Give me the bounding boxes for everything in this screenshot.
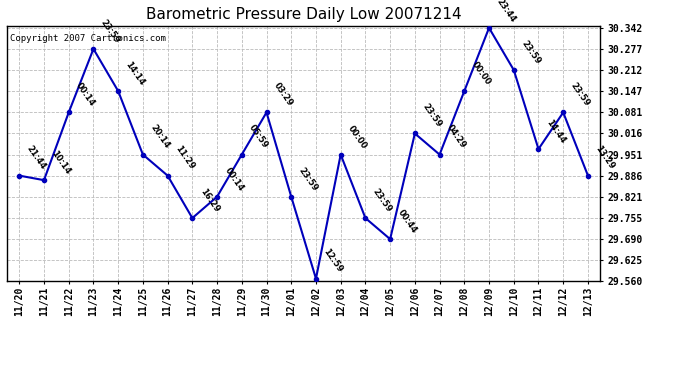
Title: Barometric Pressure Daily Low 20071214: Barometric Pressure Daily Low 20071214 [146, 7, 462, 22]
Text: 05:59: 05:59 [247, 123, 270, 150]
Text: 11:29: 11:29 [173, 144, 196, 171]
Text: 16:29: 16:29 [198, 187, 221, 214]
Text: 00:00: 00:00 [346, 124, 368, 150]
Text: 23:59: 23:59 [569, 81, 591, 108]
Text: 23:44: 23:44 [495, 0, 518, 24]
Text: 04:29: 04:29 [445, 123, 468, 150]
Text: 14:14: 14:14 [124, 60, 146, 87]
Text: 23:59: 23:59 [520, 39, 542, 66]
Text: 21:44: 21:44 [25, 144, 48, 171]
Text: 23:59: 23:59 [99, 18, 121, 45]
Text: 12:59: 12:59 [322, 248, 344, 274]
Text: 23:59: 23:59 [420, 102, 443, 129]
Text: 14:44: 14:44 [544, 118, 566, 145]
Text: 20:14: 20:14 [148, 123, 171, 150]
Text: 00:14: 00:14 [223, 165, 245, 192]
Text: 23:59: 23:59 [371, 187, 393, 214]
Text: 23:59: 23:59 [297, 165, 319, 192]
Text: 00:44: 00:44 [395, 208, 418, 235]
Text: 00:00: 00:00 [470, 60, 493, 87]
Text: Copyright 2007 Cartronics.com: Copyright 2007 Cartronics.com [10, 34, 166, 43]
Text: 00:14: 00:14 [75, 81, 97, 108]
Text: 10:14: 10:14 [50, 149, 72, 176]
Text: 03:29: 03:29 [272, 81, 295, 108]
Text: 13:29: 13:29 [593, 144, 616, 171]
